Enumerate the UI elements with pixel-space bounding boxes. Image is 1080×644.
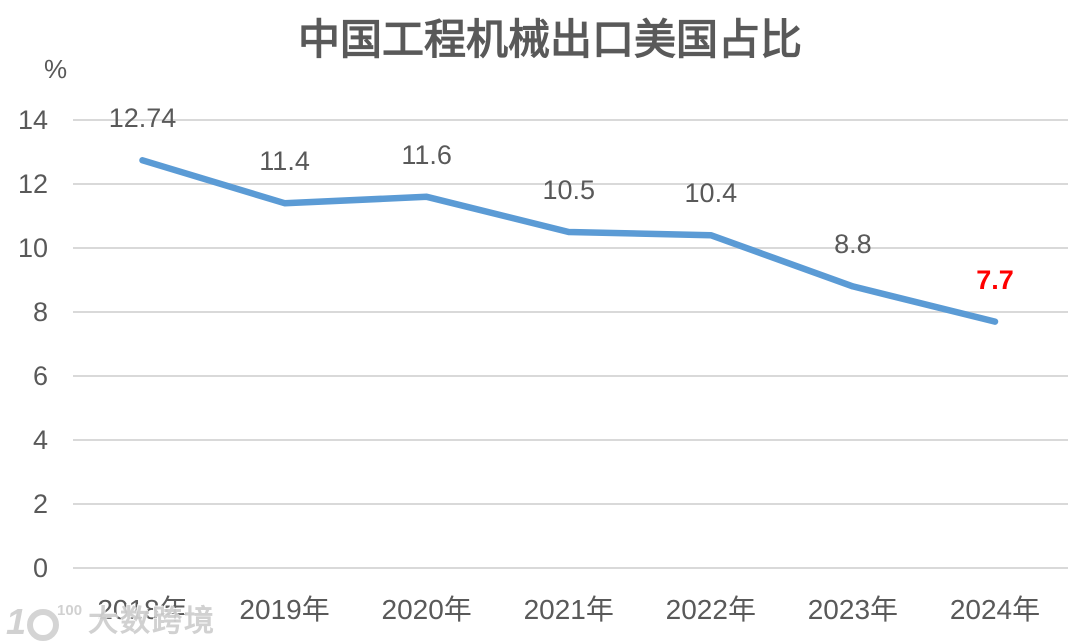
x-axis-label: 2023年 (807, 594, 899, 625)
x-axis-label: 2018年 (97, 594, 188, 625)
data-label: 8.8 (834, 229, 872, 260)
x-axis-label: 2024年 (949, 594, 1041, 625)
y-tick-label: 0 (32, 553, 48, 583)
data-label: 7.7 (976, 264, 1014, 295)
data-label: 10.5 (542, 175, 596, 205)
gridline (73, 247, 1068, 249)
gridline (73, 503, 1068, 505)
y-axis-unit-label: % (44, 54, 68, 84)
gridline (73, 183, 1068, 185)
y-tick-label: 10 (17, 233, 48, 263)
x-axis-label: 2022年 (665, 594, 756, 625)
watermark-logo-circle-icon (27, 609, 60, 641)
data-label: 10.4 (684, 178, 738, 209)
watermark-logo-one: 1 (6, 601, 27, 642)
x-axis-label: 2019年 (239, 594, 330, 625)
y-tick-label: 4 (32, 425, 48, 455)
gridline (73, 311, 1068, 313)
watermark-text: 大数跨境 (88, 605, 217, 638)
gridline (73, 439, 1068, 441)
x-axis-label: 2020年 (381, 594, 472, 625)
data-line (139, 157, 999, 325)
y-tick-label: 12 (17, 169, 48, 199)
data-label: 12.74 (108, 103, 177, 134)
y-tick-label: 2 (32, 489, 48, 519)
data-label: 11.4 (259, 146, 310, 177)
chart-title: 中国工程机械出口美国占比 (297, 16, 802, 63)
y-tick-label: 8 (32, 297, 48, 327)
watermark: 1 100 大数跨境 (6, 603, 216, 641)
y-tick-label: 14 (17, 105, 48, 135)
gridline (73, 119, 1068, 121)
x-axis-label: 2021年 (523, 594, 614, 625)
data-label: 11.6 (401, 139, 452, 170)
gridline (73, 375, 1068, 377)
watermark-logo-superscript: 100 (57, 602, 83, 619)
gridline (73, 567, 1068, 569)
y-tick-label: 6 (32, 361, 48, 391)
